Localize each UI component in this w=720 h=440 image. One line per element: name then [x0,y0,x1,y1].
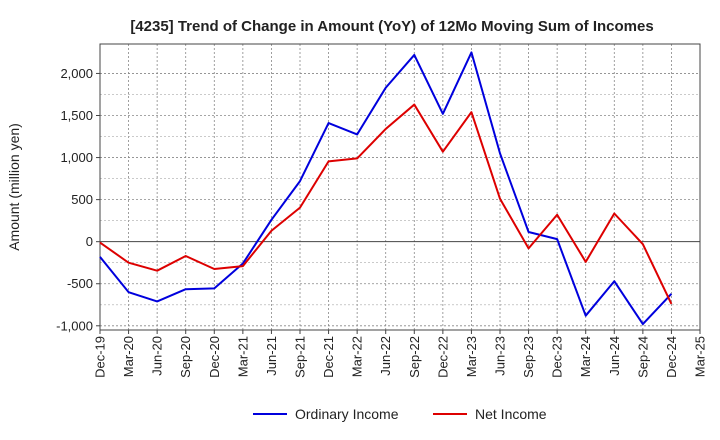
x-tick-label: Mar-25 [693,336,708,377]
x-tick-label: Jun-22 [378,336,393,376]
y-axis-label: Amount (million yen) [6,123,22,251]
x-tick-label: Sep-21 [293,336,308,378]
legend-label: Net Income [475,406,547,422]
y-tick-label: 0 [86,234,93,249]
x-tick-label: Dec-20 [207,336,222,378]
x-tick-label: Sep-23 [521,336,536,378]
x-tick-label: Dec-23 [550,336,565,378]
y-tick-labels: -1,000 -500 0 500 1,000 1,500 2,000 [56,66,100,333]
y-tick-label: 500 [71,192,93,207]
x-tick-labels: Dec-19 Mar-20 Jun-20 Sep-20 Dec-20 Mar-21 Jun-… [93,330,708,378]
x-tick-label: Sep-20 [178,336,193,378]
x-tick-label: Dec-22 [435,336,450,378]
x-tick-label: Jun-24 [607,336,622,376]
x-tick-label: Dec-24 [664,336,679,378]
y-tick-label: 2,000 [60,66,93,81]
x-tick-label: Mar-20 [121,336,136,377]
x-tick-label: Jun-20 [150,336,165,376]
series-line-ordinary-income [99,51,673,326]
x-tick-label: Mar-23 [464,336,479,377]
plot-frame [99,43,701,331]
series-line-net-income [99,103,673,305]
legend: Ordinary Income Net Income [253,406,547,422]
x-tick-label: Mar-24 [578,336,593,377]
series-lines [99,51,673,326]
x-tick-label: Sep-22 [407,336,422,378]
x-tick-label: Mar-22 [350,336,365,377]
legend-label: Ordinary Income [295,406,399,422]
y-tick-label: 1,500 [60,108,93,123]
x-tick-label: Dec-21 [321,336,336,378]
x-tick-label: Jun-21 [264,336,279,376]
x-tick-label: Sep-24 [635,336,650,378]
x-tick-label: Dec-19 [93,336,108,378]
y-tick-label: -1,000 [56,318,93,333]
chart-title: [4235] Trend of Change in Amount (YoY) o… [130,18,653,35]
y-tick-label: -500 [67,276,93,291]
x-tick-label: Jun-23 [493,336,508,376]
x-tick-label: Mar-21 [235,336,250,377]
y-tick-label: 1,000 [60,150,93,165]
plot-border [99,43,701,331]
